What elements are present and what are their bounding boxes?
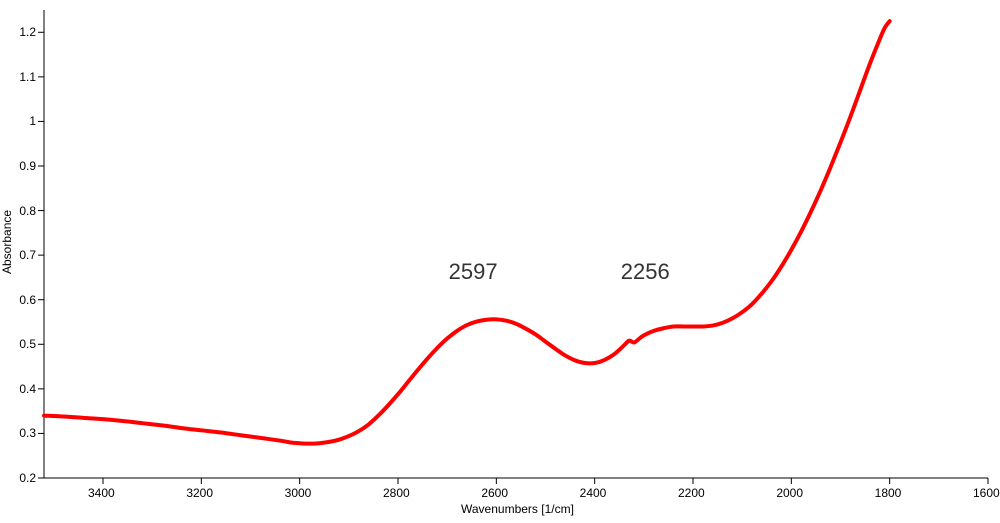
y-tick-label: 0.9 [19,159,36,173]
x-tick-label: 2200 [678,486,705,500]
y-tick-label: 0.2 [19,471,36,485]
y-tick-label: 0.5 [19,337,36,351]
y-tick-label: 0.7 [19,248,36,262]
chart-svg [0,0,1000,523]
spectrum-line [44,21,890,444]
x-tick-label: 2600 [481,486,508,500]
x-tick-label: 3200 [186,486,213,500]
x-tick-label: 2000 [776,486,803,500]
y-axis-label: Absorbance [0,210,14,274]
peak-label: 2256 [621,259,670,285]
x-tick-label: 2400 [580,486,607,500]
x-tick-label: 3400 [88,486,115,500]
x-tick-label: 1600 [973,486,1000,500]
y-tick-label: 1 [29,114,36,128]
x-tick-label: 1800 [875,486,902,500]
y-tick-label: 1.1 [19,70,36,84]
x-tick-label: 2800 [383,486,410,500]
y-tick-label: 0.6 [19,293,36,307]
spectrum-chart: 3400 3200 3000 2800 2600 2400 2200 2000 1800 1600… [0,0,1000,523]
x-tick-label: 3000 [285,486,312,500]
x-axis-label: Wavenumbers [1/cm] [461,502,574,516]
y-tick-label: 1.2 [19,25,36,39]
y-tick-label: 0.3 [19,426,36,440]
y-tick-label: 0.8 [19,204,36,218]
peak-label: 2597 [449,259,498,285]
y-tick-label: 0.4 [19,382,36,396]
